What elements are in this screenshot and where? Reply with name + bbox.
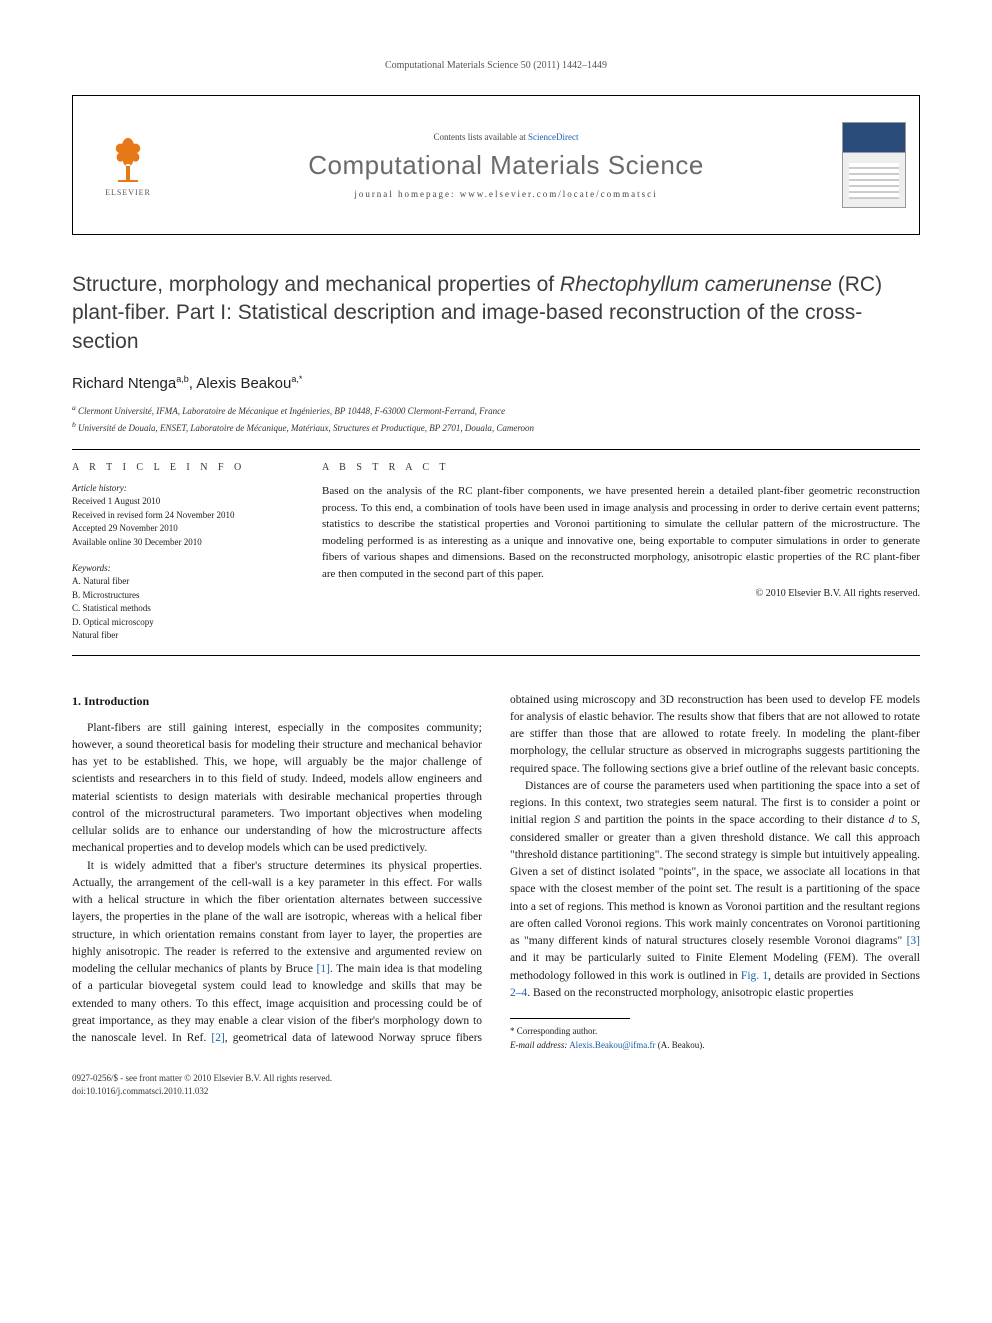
p3-seg-g: . Based on the reconstructed morphology,… (527, 987, 853, 999)
corresponding-email-line: E-mail address: Alexis.Beakou@ifma.fr (A… (510, 1039, 920, 1053)
email-who: (A. Beakou). (655, 1040, 704, 1050)
ref-2-link[interactable]: [2] (211, 1032, 224, 1044)
article-title: Structure, morphology and mechanical pro… (72, 271, 920, 356)
affil-b: b Université de Douala, ENSET, Laboratoi… (72, 419, 920, 436)
section-1-head: 1. Introduction (72, 692, 482, 710)
journal-masthead: ELSEVIER Contents lists available at Sci… (72, 95, 920, 235)
p2-seg-a: It is widely admitted that a fiber's str… (72, 860, 482, 976)
history-received: Received 1 August 2010 (72, 495, 282, 509)
journal-homepage-line: journal homepage: www.elsevier.com/locat… (354, 189, 657, 199)
cover-thumb-cell (829, 96, 919, 234)
contents-available-line: Contents lists available at ScienceDirec… (434, 132, 579, 142)
info-abstract-row: A R T I C L E I N F O Article history: R… (72, 462, 920, 643)
author-2-name: Alexis Beakou (196, 375, 291, 392)
title-pre: Structure, morphology and mechanical pro… (72, 273, 560, 296)
p3-seg-c: to (894, 814, 911, 826)
author-2-affil-sup: a,* (291, 374, 302, 384)
affiliations: a Clermont Université, IFMA, Laboratoire… (72, 402, 920, 435)
p3-seg-b: and partition the points in the space ac… (580, 814, 888, 826)
masthead-center: Contents lists available at ScienceDirec… (183, 96, 829, 234)
affil-a-text: Clermont Université, IFMA, Laboratoire d… (78, 406, 505, 416)
keyword-2: B. Microstructures (72, 589, 282, 603)
journal-name: Computational Materials Science (308, 150, 704, 181)
p3-seg-d: , considered smaller or greater than a g… (510, 814, 920, 947)
ref-1-link[interactable]: [1] (317, 963, 330, 975)
affil-b-text: Université de Douala, ENSET, Laboratoire… (78, 423, 534, 433)
contents-prefix: Contents lists available at (434, 132, 528, 142)
body-columns: 1. Introduction Plant-fibers are still g… (72, 692, 920, 1053)
footnote-rule (510, 1018, 630, 1019)
sections-2-4-link[interactable]: 2–4 (510, 987, 527, 999)
homepage-prefix: journal homepage: (354, 189, 459, 199)
sciencedirect-link[interactable]: ScienceDirect (528, 132, 578, 142)
footer-front-matter: 0927-0256/$ - see front matter © 2010 El… (72, 1072, 920, 1085)
divider (72, 449, 920, 450)
history-accepted: Accepted 29 November 2010 (72, 522, 282, 536)
corresponding-author-note: * Corresponding author. (510, 1025, 920, 1039)
keyword-3: C. Statistical methods (72, 602, 282, 616)
homepage-url: www.elsevier.com/locate/commatsci (460, 189, 658, 199)
title-species: Rhectophyllum camerunense (560, 273, 832, 296)
divider (72, 655, 920, 656)
affil-a: a Clermont Université, IFMA, Laboratoire… (72, 402, 920, 419)
keyword-5: Natural fiber (72, 629, 282, 643)
history-revised: Received in revised form 24 November 201… (72, 509, 282, 523)
abstract-block: A B S T R A C T Based on the analysis of… (322, 462, 920, 643)
history-online: Available online 30 December 2010 (72, 536, 282, 550)
corresponding-email-link[interactable]: Alexis.Beakou@ifma.fr (569, 1040, 655, 1050)
journal-cover-thumbnail (842, 122, 906, 208)
abstract-text: Based on the analysis of the RC plant-fi… (322, 483, 920, 582)
ref-3-link[interactable]: [3] (907, 935, 920, 947)
publisher-logo-cell: ELSEVIER (73, 96, 183, 234)
p3-seg-f: , details are provided in Sections (768, 970, 920, 982)
keyword-4: D. Optical microscopy (72, 616, 282, 630)
elsevier-logo: ELSEVIER (93, 125, 163, 205)
author-1-affil-sup: a,b (176, 374, 189, 384)
article-info-block: A R T I C L E I N F O Article history: R… (72, 462, 282, 643)
running-head: Computational Materials Science 50 (2011… (72, 60, 920, 71)
author-line: Richard Ntengaa,b, Alexis Beakoua,* (72, 374, 920, 392)
article-info-head: A R T I C L E I N F O (72, 462, 282, 473)
abstract-head: A B S T R A C T (322, 462, 920, 473)
elsevier-tree-icon (103, 134, 153, 184)
history-head: Article history: (72, 483, 282, 493)
para-3: Distances are of course the parameters u… (510, 778, 920, 1002)
footer-doi: doi:10.1016/j.commatsci.2010.11.032 (72, 1085, 920, 1098)
keywords-head: Keywords: (72, 563, 282, 573)
keyword-1: A. Natural fiber (72, 575, 282, 589)
fig-1-link[interactable]: Fig. 1 (741, 970, 768, 982)
page-footer: 0927-0256/$ - see front matter © 2010 El… (72, 1072, 920, 1097)
author-1-name: Richard Ntenga (72, 375, 176, 392)
para-1: Plant-fibers are still gaining interest,… (72, 720, 482, 858)
publisher-name: ELSEVIER (105, 188, 151, 197)
abstract-copyright: © 2010 Elsevier B.V. All rights reserved… (322, 588, 920, 599)
email-label: E-mail address: (510, 1040, 567, 1050)
